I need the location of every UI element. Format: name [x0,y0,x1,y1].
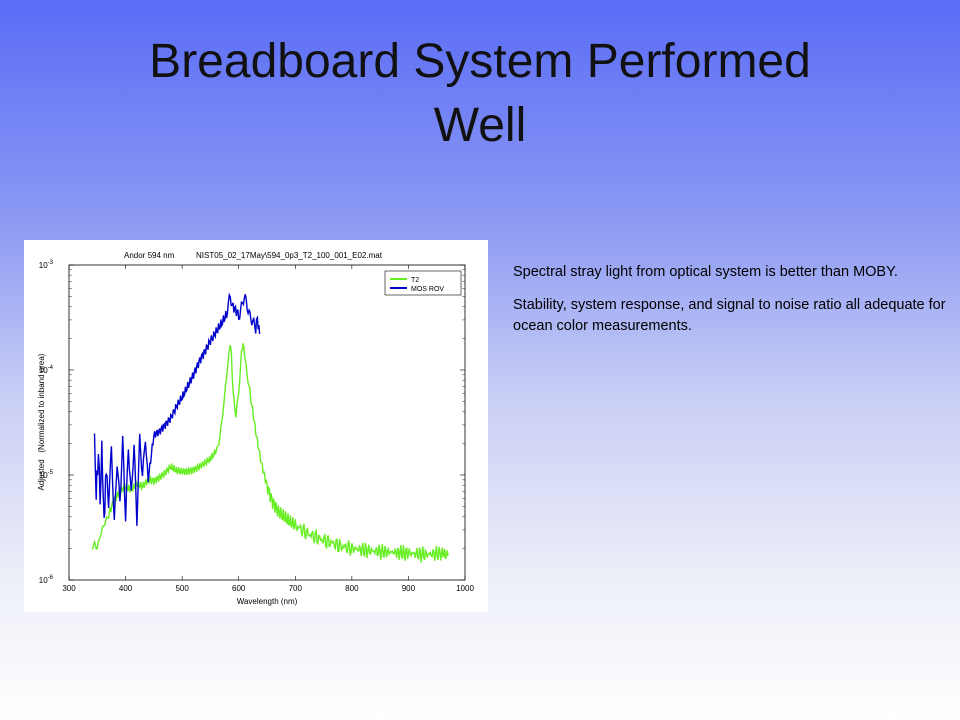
spectral-chart-panel: Andor 594 nm NIST05_02_17May\594_0p3_T2_… [24,240,488,612]
x-axis-label: Wavelength (nm) [237,597,298,606]
slide-title-line1: Breadboard System Performed [149,35,811,88]
x-tick-label: 500 [175,584,189,593]
chart-title-left: Andor 594 nm [124,251,175,260]
note-stability: Stability, system response, and signal t… [513,297,946,334]
legend-label: MOS ROV [411,286,444,293]
y-tick-label: 10-4 [39,365,54,375]
x-tick-label: 800 [345,584,359,593]
y-axis-label: Adjusted (Normalized to inband area) [37,353,46,490]
series-line-t2 [91,343,449,563]
notes-text: Spectral stray light from optical system… [513,262,953,349]
x-tick-label: 900 [402,584,416,593]
y-tick-label: 10-5 [39,470,54,480]
plot-area-frame [68,264,466,581]
slide-title: Breadboard System Performed Well [0,30,960,158]
y-tick-label: 10-3 [39,260,54,270]
legend-box [384,270,462,296]
x-tick-label: 1000 [456,584,474,593]
x-tick-label: 300 [62,584,76,593]
chart-legend: T2 MOS ROV [384,270,462,296]
chart-title-right: NIST05_02_17May\594_0p3_T2_100_001_E02.m… [196,251,383,260]
x-tick-label: 600 [232,584,246,593]
x-tick-label: 700 [289,584,303,593]
x-tick-label: 400 [119,584,133,593]
legend-label: T2 [411,277,419,284]
slide-title-line2: Well [433,99,527,152]
y-tick-label: 10-6 [39,575,54,585]
series-line-mos-rov [93,292,261,526]
spectral-chart: Andor 594 nm NIST05_02_17May\594_0p3_T2_… [37,251,474,606]
note-stray-light: Spectral stray light from optical system… [513,264,898,280]
